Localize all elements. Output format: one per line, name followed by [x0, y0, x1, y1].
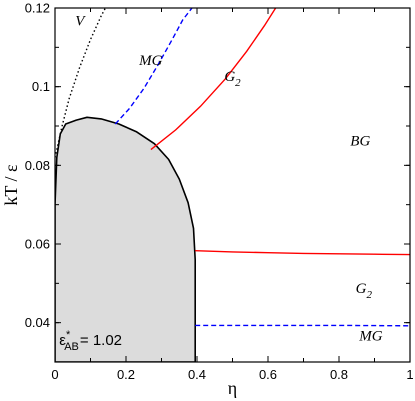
series-vapor-boundary: [55, 8, 107, 158]
x-tick-label: 0.6: [259, 367, 277, 382]
region-label-mg-top: MG: [138, 53, 162, 69]
series-coexistence: [55, 116, 196, 362]
region-label-mg-bottom: MG: [358, 328, 382, 344]
region-label-subscript: 2: [367, 289, 373, 301]
y-tick-label: 0.08: [25, 158, 50, 173]
x-tick-label: 0: [51, 367, 58, 382]
series-g2-mg-upper: [114, 8, 193, 125]
series-group: [55, 8, 410, 362]
axes: 0 0.2 0.4 0.6 0.8 1 0.04 0.06 0.08 0.1 0.12: [25, 1, 414, 383]
x-tick-label: 1: [406, 367, 413, 382]
x-tick-label: 0.2: [117, 367, 135, 382]
epsilon-subscript: AB: [64, 341, 79, 353]
x-axis-title: η: [228, 378, 237, 398]
y-tick-label: 0.1: [32, 79, 50, 94]
y-tick-label: 0.06: [25, 237, 50, 252]
y-tick-label: 0.04: [25, 315, 50, 330]
region-label-g2-top: G2: [224, 69, 241, 89]
region-labels: V MG G2 BG G2 MG ε* AB= 1.02: [59, 14, 383, 353]
region-label-g2-bottom: G2: [356, 281, 373, 301]
plot-area: [55, 8, 410, 362]
x-tick-label: 0.4: [188, 367, 206, 382]
region-label-bg: BG: [350, 134, 370, 150]
epsilon-superscript: *: [66, 329, 71, 341]
epsilon-ab-annotation: ε* AB= 1.02: [59, 329, 122, 353]
x-tick-label: 0.8: [330, 367, 348, 382]
y-axis-title: kT / ε: [1, 164, 21, 206]
epsilon-value: = 1.02: [80, 332, 122, 349]
region-label-subscript: 2: [235, 77, 241, 89]
region-label-v: V: [75, 14, 86, 30]
series-bg-g2-upper: [150, 8, 277, 151]
series-bg-g2-lower: [195, 250, 410, 256]
y-tick-label: 0.12: [25, 1, 50, 16]
